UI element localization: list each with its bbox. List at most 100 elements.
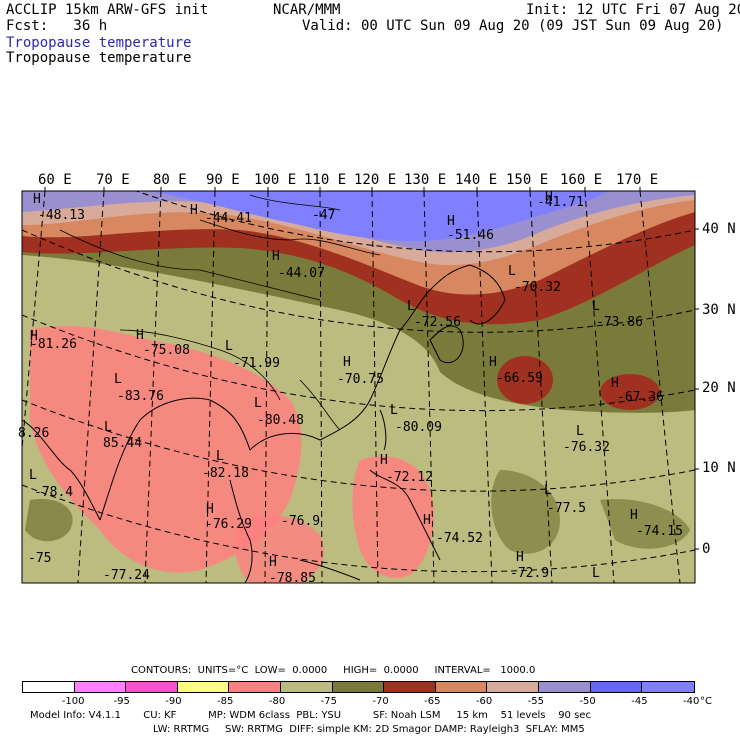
colorbar-tick-label: -55 [527, 696, 545, 707]
colorbar-swatch [590, 682, 643, 692]
model-info-line-1: Model Info: V4.1.1 CU: KF MP: WDM 6class… [30, 710, 591, 721]
colorbar-tick-label: -95 [113, 696, 130, 707]
value-label: -80.48 [257, 413, 304, 428]
low-marker: L [114, 372, 122, 387]
colorbar-swatch [126, 682, 178, 692]
value-label: 8.26 [18, 426, 50, 441]
value-label: -75.08 [143, 343, 190, 358]
shade-patch [497, 356, 553, 404]
colorbar-swatch [642, 682, 694, 692]
lon-label: 170 E [616, 172, 659, 188]
colorbar-tick-label: -70 [372, 696, 389, 707]
value-label: -81.26 [30, 337, 77, 352]
colorbar-swatch [487, 682, 540, 692]
model-title: ACCLIP 15km ARW-GFS init [6, 2, 209, 18]
lat-label: 30 N [702, 302, 736, 318]
colorbar-swatch [177, 682, 230, 692]
value-label: -77.5 [547, 501, 587, 516]
shade-patch [600, 374, 660, 410]
value-label: -80.09 [395, 420, 442, 435]
colorbar-tick-label: -75 [320, 696, 337, 707]
lon-label: 90 E [206, 172, 240, 188]
value-label: 85.44 [103, 436, 143, 451]
forecast-hour: Fcst: 36 h [6, 18, 108, 34]
high-marker: H [272, 249, 280, 264]
shade-minus70 [25, 499, 73, 542]
lat-label: 20 N [702, 380, 736, 396]
value-label: -72.9 [510, 566, 550, 581]
coastlines [22, 264, 506, 583]
high-marker: H [447, 214, 455, 229]
low-marker: L [544, 483, 552, 498]
value-label: -74.52 [436, 531, 483, 546]
map-frame [21, 190, 696, 584]
lon-label: 60 E [38, 172, 72, 188]
value-label: -77.24 [103, 568, 150, 583]
value-label: -72.56 [414, 315, 461, 330]
high-marker: H [489, 355, 497, 370]
colorbar-tick-label: -45 [631, 696, 648, 707]
colorbar-swatch [435, 682, 488, 692]
value-label: -66.59 [496, 371, 543, 386]
value-label: -44.07 [278, 266, 325, 281]
low-marker: L [592, 566, 600, 581]
model-info-line-2: LW: RRTMG SW: RRTMG DIFF: simple KM: 2D … [153, 724, 585, 735]
value-label: -75 [28, 551, 52, 566]
value-label: -44.41 [205, 211, 252, 226]
colorbar-tick-label: -60 [475, 696, 493, 707]
value-label: -70.75 [337, 372, 384, 387]
lat-label: 10 N [702, 460, 736, 476]
low-marker: L [508, 264, 516, 279]
low-marker: L [104, 420, 112, 435]
lat-label: 0 [702, 541, 711, 557]
valid-time: Valid: 00 UTC Sun 09 Aug 20 (09 JST Sun … [302, 18, 724, 34]
lon-label: 70 E [96, 172, 130, 188]
high-marker: H [343, 355, 351, 370]
field-title-primary: Tropopause temperature [6, 35, 192, 51]
value-label: -71.99 [233, 356, 280, 371]
center-name: NCAR/MMM [273, 2, 341, 18]
value-label: -47 [312, 208, 336, 223]
high-marker: H [545, 190, 553, 205]
colorbar-tick-label: °C [700, 696, 712, 707]
value-label: -76.9 [281, 514, 321, 529]
lon-label: 100 E [254, 172, 297, 188]
shade-minus70 [600, 499, 690, 549]
value-label: -67.36 [617, 390, 664, 405]
low-marker: L [225, 339, 233, 354]
high-marker: H [380, 453, 388, 468]
low-marker: L [592, 299, 600, 314]
high-marker: H [33, 192, 41, 207]
value-label: -72.12 [386, 470, 433, 485]
value-label: -78.85 [269, 571, 316, 586]
high-marker: H [516, 550, 524, 565]
colorbar [22, 681, 695, 693]
low-marker: L [29, 468, 37, 483]
high-marker: H [423, 513, 431, 528]
lon-label: 160 E [560, 172, 603, 188]
high-marker: H [206, 502, 214, 517]
high-marker: H [611, 376, 619, 391]
value-label: -78.4 [34, 485, 74, 500]
lon-label: 130 E [404, 172, 447, 188]
value-label: -48.13 [38, 208, 85, 223]
low-marker: L [390, 403, 398, 418]
ticks [44, 187, 699, 550]
high-marker: H [136, 328, 144, 343]
lon-label: 120 E [354, 172, 397, 188]
value-label: -73.86 [596, 315, 643, 330]
lon-label: 80 E [153, 172, 187, 188]
value-label: -70.32 [514, 280, 561, 295]
colorbar-swatch [74, 682, 127, 692]
value-label: -76.29 [205, 517, 252, 532]
init-time: Init: 12 UTC Fri 07 Aug 20 [526, 2, 740, 18]
colorbar-swatch [384, 682, 436, 692]
colorbar-swatch [23, 682, 75, 692]
high-marker: H [30, 329, 38, 344]
colorbar-tick-label: -65 [424, 696, 441, 707]
lon-gridlines [22, 191, 681, 583]
low-marker: L [216, 449, 224, 464]
colorbar-swatch [539, 682, 591, 692]
lon-label: 150 E [506, 172, 549, 188]
colorbar-tick-label: -85 [217, 696, 234, 707]
